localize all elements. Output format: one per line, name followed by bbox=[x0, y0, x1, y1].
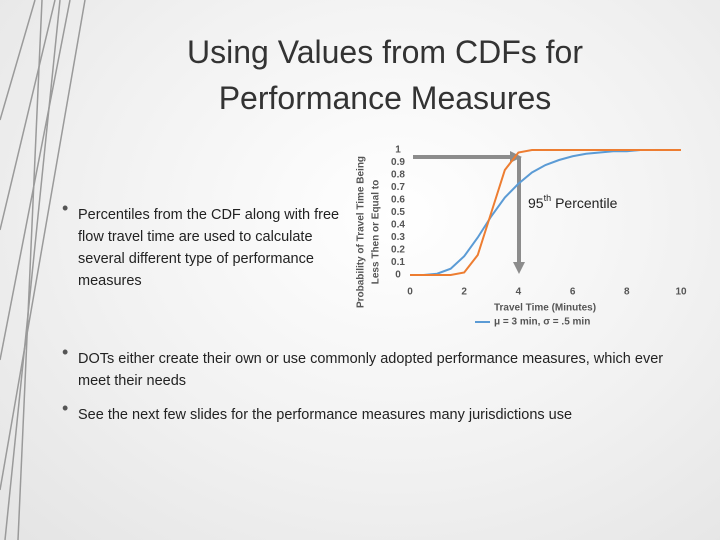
y-tick-label: 0.6 bbox=[391, 195, 405, 206]
y-tick-label: 0.7 bbox=[391, 182, 405, 193]
series-line bbox=[410, 149, 681, 276]
annotation-text: Percentile bbox=[555, 195, 617, 211]
annotation-suffix: th bbox=[544, 193, 552, 203]
bullet-marker: • bbox=[62, 398, 69, 418]
bullet-marker: • bbox=[62, 342, 69, 362]
y-tick-label: 0 bbox=[395, 270, 401, 281]
x-tick-label: 0 bbox=[407, 287, 413, 298]
x-tick-label: 4 bbox=[516, 287, 522, 298]
y-tick-label: 0.3 bbox=[391, 232, 405, 243]
x-axis-title: Travel Time (Minutes) bbox=[494, 303, 596, 314]
y-tick-label: 0.5 bbox=[391, 207, 405, 218]
x-tick-label: 8 bbox=[624, 287, 630, 298]
y-tick-label: 0.9 bbox=[391, 157, 405, 168]
x-tick-label: 6 bbox=[570, 287, 576, 298]
series-line bbox=[410, 149, 681, 276]
annotation-number: 95 bbox=[528, 195, 544, 211]
y-tick-label: 0.8 bbox=[391, 170, 405, 181]
x-tick-label: 2 bbox=[461, 287, 467, 298]
decoration bbox=[0, 0, 86, 540]
percentile-arrow bbox=[413, 151, 525, 274]
legend-label: μ = 3 min, σ = .5 min bbox=[494, 317, 590, 328]
annotation: 95th Percentile bbox=[528, 193, 618, 210]
title: Using Values from CDFs for bbox=[187, 34, 583, 70]
bullet-text: DOTs either create their own or use comm… bbox=[78, 351, 664, 389]
y-tick-label: 0.1 bbox=[391, 257, 405, 268]
y-tick-label: 0.2 bbox=[391, 245, 405, 256]
y-tick-label: 0.4 bbox=[391, 220, 405, 231]
y-axis-title: Probability of Travel Time Being bbox=[356, 156, 367, 308]
bullet-marker: • bbox=[62, 198, 69, 218]
bullet-text: Percentiles from the CDF along with free… bbox=[78, 207, 340, 289]
x-tick-label: 10 bbox=[675, 287, 687, 298]
y-tick-label: 1 bbox=[395, 145, 401, 156]
y-axis-title: Less Then or Equal to bbox=[371, 180, 382, 284]
bullet-text: See the next few slides for the performa… bbox=[78, 407, 573, 423]
title: Performance Measures bbox=[218, 80, 552, 116]
